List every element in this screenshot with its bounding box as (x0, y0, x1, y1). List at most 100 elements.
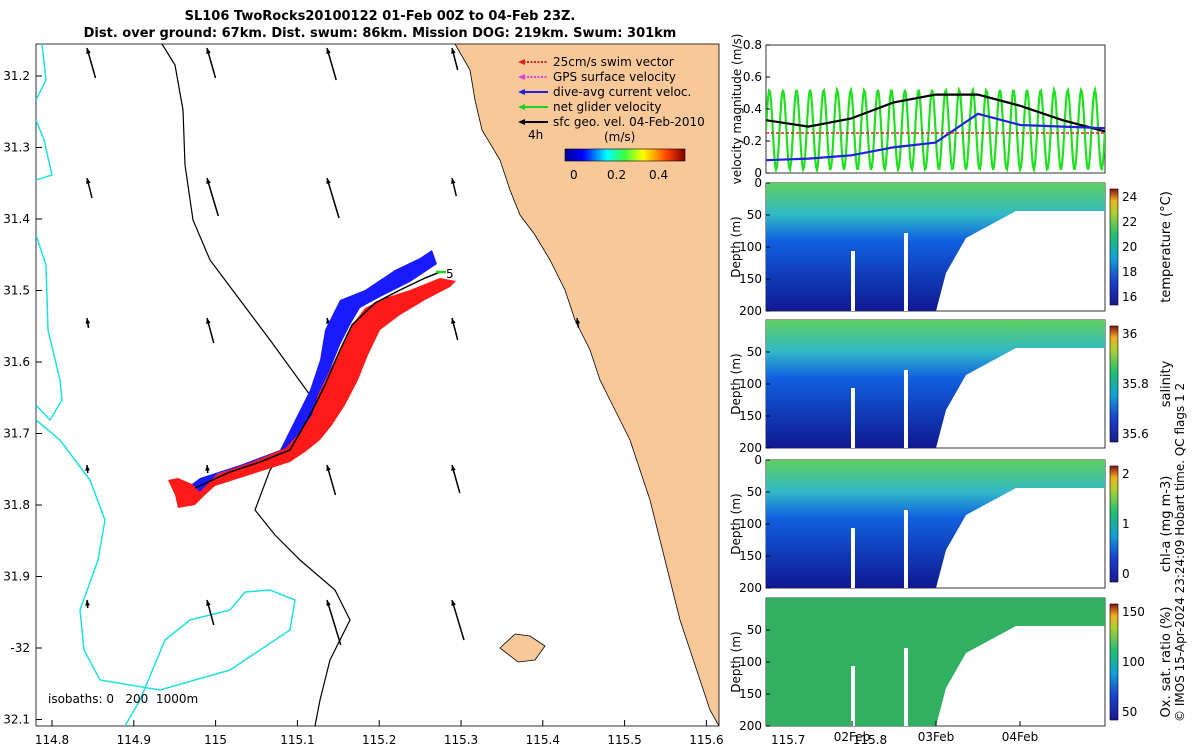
surface-velocity-arrow (326, 599, 342, 646)
section-ytick-label: 100 (739, 240, 762, 254)
map-ytick-label: -32 (10, 641, 30, 655)
section-colorbar (1109, 325, 1119, 443)
section-cbar-label: temperature (°C) (1159, 191, 1174, 303)
legend-label: net glider velocity (553, 100, 661, 114)
map-ytick-label: 31.4 (3, 212, 30, 226)
section-gap (851, 528, 855, 588)
section-ytick-label: 150 (739, 687, 762, 701)
isobath-shallow-4 (36, 419, 296, 726)
section-cbar-tick: 50 (1122, 705, 1137, 719)
map-ytick-label: 31.5 (3, 284, 30, 298)
map-xtick-label: 114.8 (35, 733, 69, 747)
surface-velocity-arrowhead (86, 178, 91, 184)
surface-velocity-arrowhead (575, 318, 581, 324)
surface-velocity-arrowhead (451, 48, 456, 54)
surface-velocity-arrowhead (86, 48, 91, 54)
section-cbar-tick: 18 (1122, 265, 1137, 279)
section-cbar-tick: 20 (1122, 240, 1137, 254)
chart-subtitle: Dist. over ground: 67km. Dist. swum: 86k… (83, 26, 677, 41)
section-ytick-label: 150 (739, 272, 762, 286)
surface-velocity-arrowhead (326, 465, 331, 471)
surface-velocity-arrowhead (85, 600, 90, 606)
section-gap (904, 370, 908, 448)
velocity-ylabel: velocity magnitude (m/s) (730, 34, 744, 185)
map-xtick-label: 115.8 (853, 733, 887, 747)
section-gap (904, 648, 908, 726)
map-xtick-label: 114.9 (117, 733, 151, 747)
section-panel: 0 50 100 150 200 Depth (m) 0 1 2 chl-a (mg m-3) (729, 453, 1174, 595)
surface-velocity-arrow (451, 599, 465, 641)
section-cbar-tick: 16 (1122, 290, 1137, 304)
map-ytick-label: 32.1 (3, 713, 30, 727)
velocity-series-line (766, 93, 1105, 133)
section-cbar-tick: 0 (1122, 567, 1130, 581)
legend-label: GPS surface velocity (553, 70, 676, 84)
map-xtick-label: 115.5 (607, 733, 641, 747)
map-ytick-label: 31.3 (3, 141, 30, 155)
legend-label: sfc geo. vel. 04-Feb-2010 (553, 115, 705, 129)
vel-ytick-label: 0.2 (743, 134, 762, 148)
section-cbar-tick: 2 (1122, 467, 1130, 481)
section-ylabel: Depth (m) (729, 631, 743, 692)
time-tick-label: 04Feb (1002, 730, 1039, 744)
colorbar-unit: (m/s) (604, 130, 635, 144)
section-ytick-label: 50 (747, 485, 762, 499)
map-xtick-label: 115.1 (280, 733, 314, 747)
section-ytick-label: 50 (747, 208, 762, 222)
velocity-axes-box (765, 44, 1106, 174)
net-velocity-line (766, 85, 1105, 173)
surface-velocity-arrows (85, 47, 581, 646)
vel-ytick-label: 0 (754, 166, 762, 180)
section-cbar-tick: 150 (1122, 605, 1145, 619)
map-xtick-label: 115 (204, 733, 227, 747)
section-data-fill (766, 598, 1105, 726)
cbar-tick-2: 0.4 (649, 168, 668, 182)
legend-arrowhead (518, 119, 525, 125)
velocity-series-line (766, 112, 1105, 162)
time-step-label: 4h (528, 128, 543, 142)
section-cbar-tick: 100 (1122, 655, 1145, 669)
map-xtick-label: 115.7 (771, 733, 805, 747)
section-ytick-label: 150 (739, 549, 762, 563)
island (499, 633, 546, 663)
current-vectors (192, 250, 437, 492)
section-ylabel: Depth (m) (729, 493, 743, 554)
surface-velocity-arrowhead (326, 600, 331, 606)
surface-velocity-arrowhead (326, 178, 331, 184)
legend-arrowhead (518, 104, 525, 110)
map-xtick-label: 115.3 (444, 733, 478, 747)
section-cbar-label: chl-a (mg m-3) (1159, 476, 1174, 573)
section-ylabel: Depth (m) (729, 353, 743, 414)
surface-velocity-arrowhead (205, 465, 210, 471)
land-area (454, 44, 719, 726)
section-ytick-label: 200 (739, 304, 762, 318)
section-ytick-label: 0 (754, 176, 762, 190)
section-ytick-label: 100 (739, 655, 762, 669)
velocity-panel: 0 0.2 0.4 0.6 0.8 velocity magnitude (m/s) (730, 34, 1106, 185)
legend-arrowhead (518, 89, 525, 95)
section-cbar-tick: 35.8 (1122, 377, 1149, 391)
surface-velocity-arrow (326, 47, 337, 81)
time-axis: 02Feb 03Feb 04Feb (834, 721, 1039, 744)
section-cbar-tick: 22 (1122, 215, 1137, 229)
surface-velocity-arrowhead (451, 318, 456, 324)
map-xtick-label: 115.4 (526, 733, 560, 747)
track-end-label: 5 (446, 267, 454, 281)
legend-arrowhead (518, 59, 525, 65)
section-ytick-label: 150 (739, 409, 762, 423)
surface-velocity-arrowhead (206, 600, 211, 606)
time-tick-label: 03Feb (918, 730, 955, 744)
chart-title: SL106 TwoRocks20100122 01-Feb 00Z to 04-… (184, 9, 576, 24)
legend-arrowhead (518, 74, 525, 80)
glider-track (194, 271, 441, 489)
surface-velocity-arrowhead (206, 48, 211, 54)
section-gap (851, 388, 855, 448)
velocity-ticks: 0 0.2 0.4 0.6 0.8 (743, 38, 770, 180)
map-ytick-label: 31.2 (3, 69, 30, 83)
section-colorbar (1109, 465, 1119, 583)
speed-colorbar (564, 148, 686, 162)
section-gap (904, 233, 908, 311)
surface-velocity-arrow (326, 177, 340, 219)
